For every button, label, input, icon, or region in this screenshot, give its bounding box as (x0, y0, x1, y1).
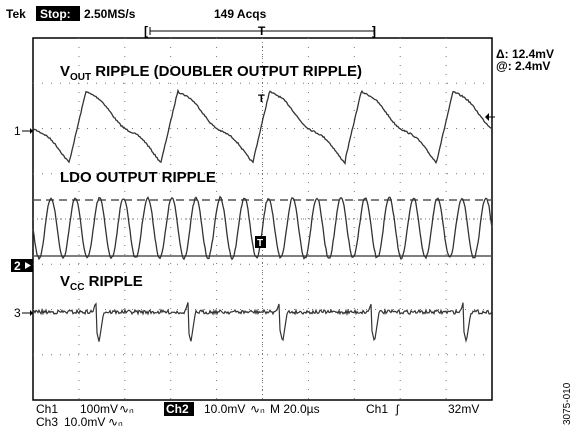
vcc-ripple-label: VCC RIPPLE (60, 273, 143, 293)
channel-1-marker: 1 (14, 124, 33, 138)
ldo-ripple-label: LDO OUTPUT RIPPLE (60, 169, 216, 186)
svg-text:]: ] (372, 24, 376, 38)
ch1-cursor-arrow (485, 113, 495, 121)
trigger-source: Ch1 (366, 402, 388, 416)
vout-ripple-trace (32, 88, 493, 166)
trigger-position-bracket: [ ] T (144, 24, 376, 38)
bandwidth-icon: ∿ₙ (119, 402, 134, 416)
cursor-at-readout: @: 2.4mV (496, 59, 550, 73)
ch1-scale: 100mV (80, 402, 118, 416)
waveforms (32, 88, 493, 344)
rising-edge-icon: ʃ (395, 402, 400, 416)
ch3-label: Ch3 (36, 415, 58, 429)
ldo-ripple-trace (32, 195, 493, 261)
graticule (32, 37, 493, 401)
ch2-label: Ch2 (166, 402, 189, 416)
trigger-point-marker (255, 236, 266, 248)
bandwidth-icon: ∿ₙ (250, 402, 265, 416)
ch1-label: Ch1 (36, 402, 58, 416)
trigger-marker-top: T (258, 24, 266, 38)
ch3-scale: 10.0mV (64, 415, 105, 429)
svg-text:2: 2 (14, 259, 21, 273)
channel-3-marker: 3 (14, 306, 33, 320)
sample-rate: 2.50MS/s (84, 7, 136, 21)
ch2-badge (164, 402, 194, 416)
trigger-level-t: T (258, 93, 265, 105)
brand-label: Tek (6, 7, 26, 21)
cursor-delta-readout: Δ: 12.4mV (496, 47, 554, 61)
svg-text:3: 3 (14, 306, 21, 320)
channel-2-marker: 2 (11, 259, 33, 273)
trigger-level: 32mV (448, 402, 479, 416)
run-state-badge (36, 6, 80, 21)
timebase: M 20.0µs (270, 402, 320, 416)
ch2-scale: 10.0mV (204, 402, 245, 416)
svg-text:1: 1 (14, 124, 21, 138)
svg-text:[: [ (144, 24, 148, 38)
vout-ripple-label: VOUT RIPPLE (DOUBLER OUTPUT RIPPLE) (60, 63, 362, 83)
bandwidth-icon: ∿ₙ (108, 415, 123, 429)
svg-text:T: T (257, 238, 263, 249)
figure-id: 3075-010 (562, 382, 573, 425)
acquisition-count: 149 Acqs (214, 7, 267, 21)
vcc-ripple-trace (32, 302, 493, 344)
run-state-label: Stop: (40, 7, 71, 21)
